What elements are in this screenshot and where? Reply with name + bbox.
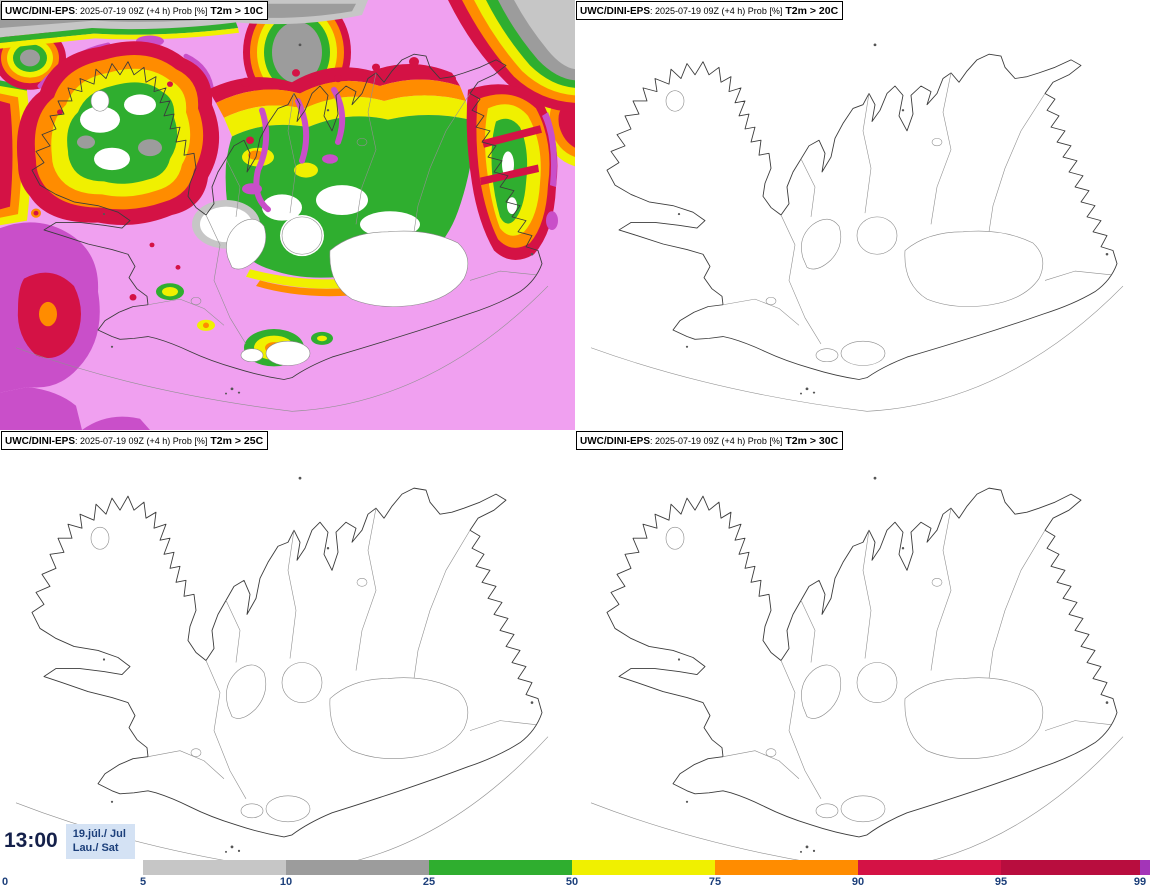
map-panel-t2m-gt-10c: UWC/DINI-EPS: 2025-07-19 09Z (+4 h) Prob…: [0, 0, 575, 430]
run-info: : 2025-07-19 09Z (+4 h) Prob [%]: [650, 436, 783, 446]
valid-date-line2: Lau./ Sat: [72, 842, 119, 855]
colorbar-segment-10-25: [286, 860, 429, 875]
colorbar-tick-10: 10: [279, 876, 293, 888]
iceland-prob-map-25c-svg: [15, 476, 549, 872]
colorbar-segment-25-50: [429, 860, 572, 875]
colorbar-tick-0: 0: [2, 876, 9, 888]
map-panel-t2m-gt-25c: UWC/DINI-EPS: 2025-07-19 09Z (+4 h) Prob…: [0, 430, 575, 891]
threshold-label: T2m > 30C: [785, 435, 839, 447]
threshold-label: T2m > 20C: [785, 5, 839, 17]
probability-colorbar: [0, 860, 1150, 875]
colorbar-tick-90: 90: [851, 876, 865, 888]
colorbar-segment-50-75: [572, 860, 715, 875]
run-info: : 2025-07-19 09Z (+4 h) Prob [%]: [75, 436, 208, 446]
threshold-label: T2m > 25C: [210, 435, 264, 447]
panel-header: UWC/DINI-EPS: 2025-07-19 09Z (+4 h) Prob…: [576, 431, 844, 450]
colorbar-tick-99: 99: [1133, 876, 1147, 888]
map-panel-t2m-gt-30c: UWC/DINI-EPS: 2025-07-19 09Z (+4 h) Prob…: [575, 430, 1150, 891]
colorbar-tick-95: 95: [994, 876, 1008, 888]
run-info: : 2025-07-19 09Z (+4 h) Prob [%]: [650, 6, 783, 16]
model-name: UWC/DINI-EPS: [5, 436, 75, 447]
colorbar-segment-90-95: [858, 860, 1001, 875]
colorbar-segment-0-5: [0, 860, 143, 875]
panel-header: UWC/DINI-EPS: 2025-07-19 09Z (+4 h) Prob…: [1, 431, 269, 450]
colorbar-segment-5-10: [143, 860, 286, 875]
iceland-prob-map-30c-svg: [590, 476, 1124, 872]
colorbar-tick-50: 50: [565, 876, 579, 888]
valid-time-box: 13:00 19.júl./ Jul Lau./ Sat: [2, 824, 135, 859]
colorbar-segment-99-100: [1140, 860, 1150, 875]
panel-header: UWC/DINI-EPS: 2025-07-19 09Z (+4 h) Prob…: [576, 1, 844, 20]
colorbar-segment-75-90: [715, 860, 858, 875]
threshold-label: T2m > 10C: [210, 5, 264, 17]
colorbar-segment-95-99: [1001, 860, 1140, 875]
valid-date-box: 19.júl./ Jul Lau./ Sat: [65, 824, 135, 859]
valid-time: 13:00: [4, 829, 58, 852]
colorbar-tick-5: 5: [139, 876, 147, 888]
model-name: UWC/DINI-EPS: [5, 6, 75, 17]
valid-date-line1: 19.júl./ Jul: [72, 828, 126, 840]
probability-colorbar-labels: 0 5 10 25 50 75 90 95 99: [0, 876, 1150, 891]
model-name: UWC/DINI-EPS: [580, 6, 650, 17]
map-panel-t2m-gt-20c: UWC/DINI-EPS: 2025-07-19 09Z (+4 h) Prob…: [575, 0, 1150, 430]
model-name: UWC/DINI-EPS: [580, 436, 650, 447]
colorbar-tick-75: 75: [708, 876, 722, 888]
colorbar-tick-25: 25: [422, 876, 436, 888]
panel-header: UWC/DINI-EPS: 2025-07-19 09Z (+4 h) Prob…: [1, 1, 269, 20]
run-info: : 2025-07-19 09Z (+4 h) Prob [%]: [75, 6, 208, 16]
iceland-prob-map-20c-svg: [590, 43, 1124, 412]
iceland-prob-map-10c-svg: [0, 0, 575, 430]
